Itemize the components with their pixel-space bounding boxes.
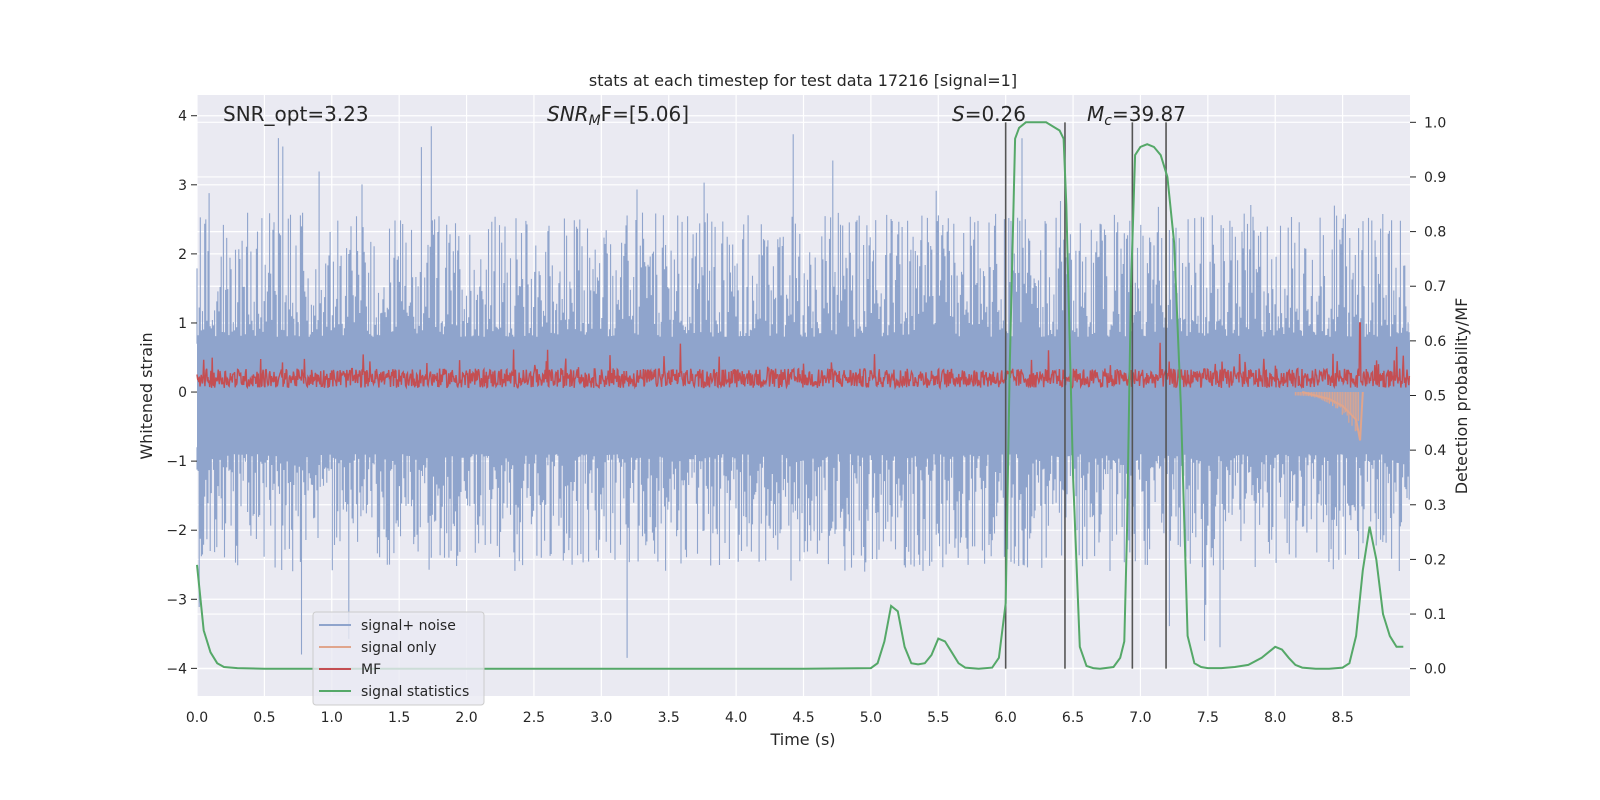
x-tick-label: 6.0 [995,710,1017,726]
x-tick-label: 8.0 [1264,710,1286,726]
x-tick-label: 3.5 [658,710,680,726]
x-tick-label: 2.5 [523,710,545,726]
legend-label-noise: signal+ noise [361,618,456,634]
y-tick-label: 0 [178,385,187,401]
right-y-tick-label: 0.7 [1424,279,1446,295]
x-tick-label: 6.5 [1062,710,1084,726]
right-y-tick-label: 0.6 [1424,334,1446,350]
y-tick-label: 3 [178,178,187,194]
right-y-tick-label: 0.9 [1424,170,1446,186]
noise-band [197,340,1410,451]
right-y-tick-label: 0.0 [1424,662,1446,678]
annotation-s-value: =0.26 [965,102,1026,126]
annotation-mc-value: =39.87 [1112,102,1186,126]
x-tick-label: 0.0 [186,710,208,726]
right-y-tick-label: 0.5 [1424,389,1446,405]
annotation-s-var: S [952,102,965,126]
legend-label-signal: signal only [361,640,436,656]
legend-label-statistics: signal statistics [361,684,469,700]
mf-series [196,322,1411,391]
legend-box [312,611,485,706]
signal-statistics-series [196,121,1404,670]
right-y-tick-label: 0.3 [1424,498,1446,514]
x-axis-label: Time (s) [769,730,835,749]
x-tick-label: 5.5 [927,710,949,726]
right-y-axis-ticks: 0.0 0.1 0.2 0.3 0.4 0.5 0.6 0.7 0.8 0.9 1.0 [1410,115,1446,678]
annotation-snr-mf: SNRMF=[5.06] [547,102,689,129]
x-tick-label: 2.0 [455,710,477,726]
y-tick-label: −4 [166,661,187,677]
x-tick-label: 4.5 [792,710,814,726]
annotation-mc: Mc=39.87 [1087,102,1186,129]
annotation-snr-mf-sub: M [589,113,601,129]
x-tick-label: 3.0 [590,710,612,726]
y-tick-label: 4 [178,109,187,125]
legend: signal+ noise signal only MF signal stat… [312,611,485,706]
x-tick-label: 7.5 [1197,710,1219,726]
y-tick-label: −1 [166,454,187,470]
right-y-tick-label: 0.2 [1424,552,1446,568]
x-tick-label: 0.5 [253,710,275,726]
x-tick-label: 8.5 [1331,710,1353,726]
signal-only-chirp [1294,392,1360,432]
x-axis-ticks: 0.0 0.5 1.0 1.5 2.0 2.5 3.0 3.5 4.0 4.5 5.0 5.5 6.0 6… [186,710,1354,726]
annotation-snr-mf-main: SNR [547,102,589,126]
annotation-mc-var: M [1087,102,1104,126]
right-y-tick-label: 1.0 [1424,115,1446,131]
annotation-snr-mf-rest: F=[5.06] [601,102,689,126]
right-y-tick-label: 0.1 [1424,607,1446,623]
right-y-tick-label: 0.8 [1424,225,1446,241]
y-tick-label: 2 [178,247,187,263]
signal-only-series [1294,391,1364,441]
signal-statistics-line [196,121,1404,670]
right-y-axis-label: Detection probability/MF [1452,298,1471,495]
annotation-snr-opt: SNR_opt=3.23 [223,102,369,126]
y-tick-label: −2 [166,523,187,539]
chart-title: stats at each timestep for test data 172… [589,71,1017,90]
x-tick-label: 1.5 [388,710,410,726]
x-tick-label: 5.0 [860,710,882,726]
annotation-mc-sub: c [1104,113,1112,129]
right-y-tick-label: 0.4 [1424,443,1446,459]
y-axis-label: Whitened strain [137,332,156,459]
y-tick-label: −3 [166,592,187,608]
y-axis-ticks: −4 −3 −2 −1 0 1 2 3 4 [166,109,197,677]
x-tick-label: 4.0 [725,710,747,726]
x-tick-label: 1.0 [321,710,343,726]
legend-label-mf: MF [361,662,381,678]
signal-noise-series [196,126,1410,658]
annotation-s: S=0.26 [952,102,1026,126]
x-tick-label: 7.0 [1129,710,1151,726]
y-tick-label: 1 [178,316,187,332]
mf-line [196,322,1411,391]
